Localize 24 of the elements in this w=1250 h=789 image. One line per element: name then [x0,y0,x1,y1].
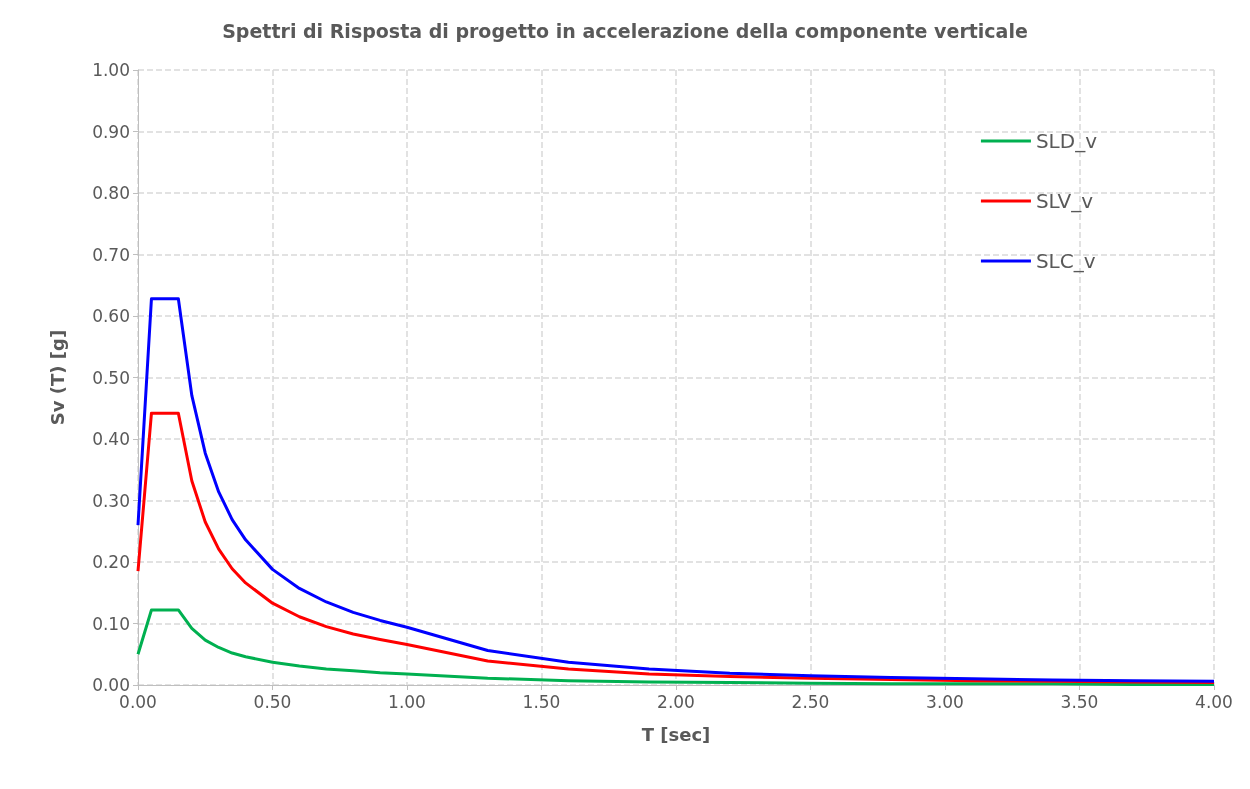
y-tick-label: 0.60 [92,306,130,326]
y-tick-label: 0.30 [92,490,130,511]
y-tick-label: 1.00 [92,60,130,80]
y-tick-label: 0.10 [92,613,130,634]
x-tick-label: 3.00 [926,691,964,712]
y-tick-label: 0.50 [92,367,130,388]
y-tick-label: 0.20 [92,552,130,572]
x-tick-label: 4.00 [1195,691,1233,712]
legend-label: SLD_v [1035,129,1098,153]
chart-title: Spettri di Risposta di progetto in accelerazione della componente verticale [222,19,1028,42]
x-tick-label: 1.50 [522,691,561,712]
y-tick-label: 0.80 [92,183,130,203]
y-tick-label: 0.40 [92,429,130,449]
legend-label: SLC_v [1035,249,1096,273]
x-tick-label: 1.00 [388,691,426,712]
x-tick-label: 2.50 [791,691,830,712]
y-axis-title: Sv (T) [g] [46,329,68,426]
y-tick-label: 0.70 [92,244,130,265]
x-tick-label: 2.00 [657,691,695,712]
legend-label: SLV_v [1035,189,1094,213]
x-tick-label: 3.50 [1060,691,1099,712]
x-tick-label: 0.50 [253,691,292,712]
x-axis-title: T [sec] [641,723,711,745]
y-tick-label: 0.90 [92,121,130,142]
